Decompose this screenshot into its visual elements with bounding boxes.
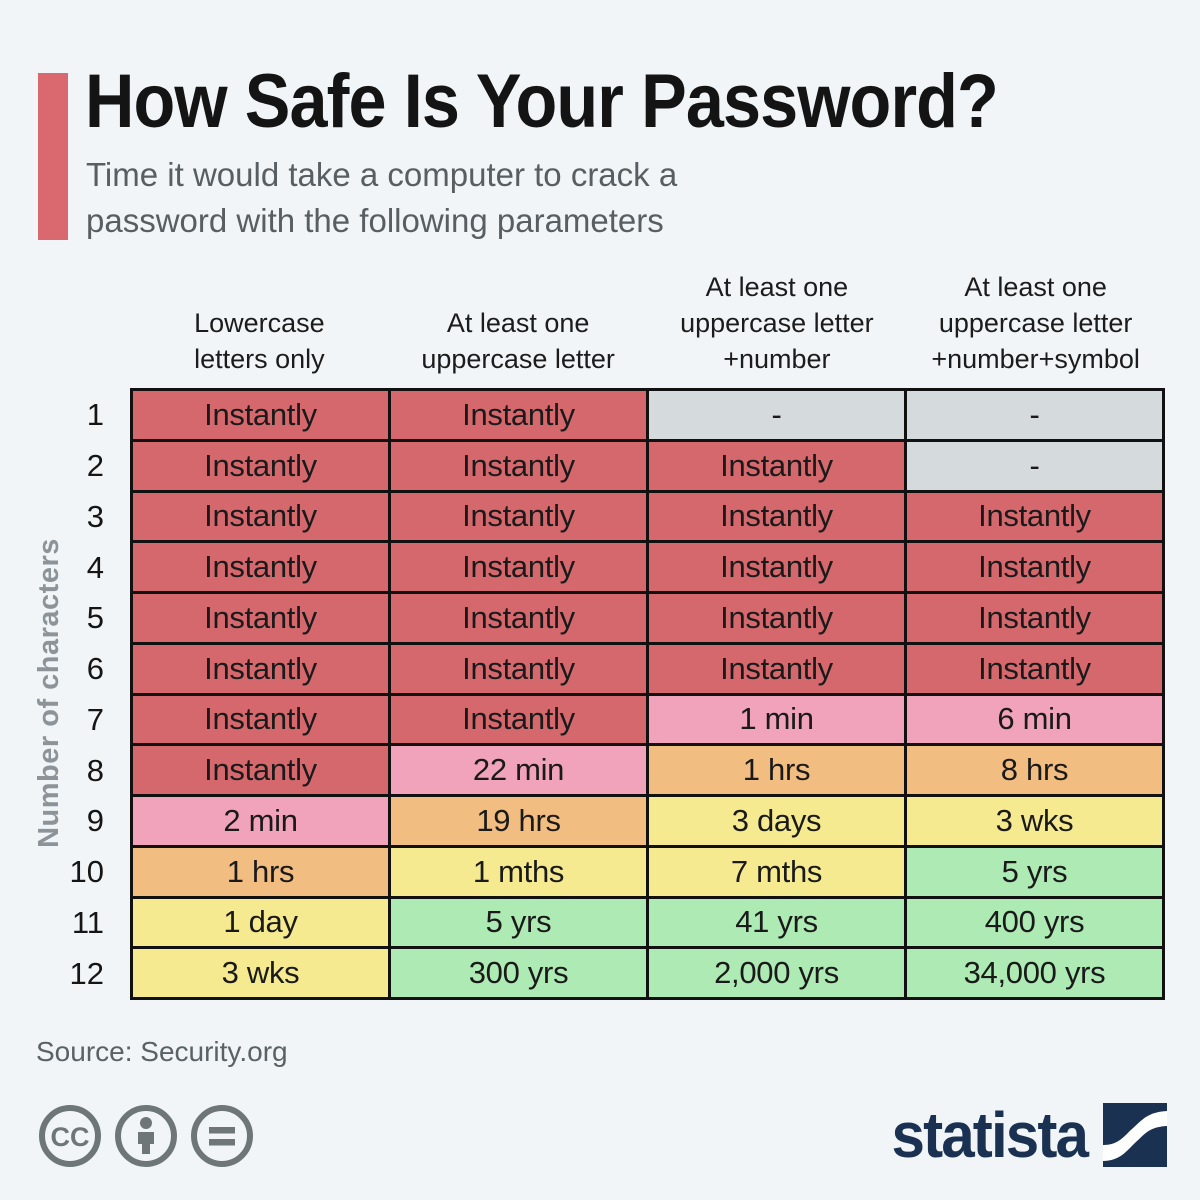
row-number-2: 2 bbox=[86, 448, 104, 484]
no-derivatives-icon bbox=[190, 1104, 254, 1168]
table-cell: 6 min bbox=[907, 695, 1162, 744]
cc-icon: CC bbox=[38, 1104, 102, 1168]
table-cell: 5 yrs bbox=[907, 847, 1162, 896]
table-cell: 8 hrs bbox=[907, 746, 1162, 794]
table-cell: 1 mths bbox=[391, 847, 646, 896]
table-cell: 3 wks bbox=[907, 797, 1162, 845]
row-number-7: 7 bbox=[86, 701, 104, 737]
table-cell: 400 yrs bbox=[907, 898, 1162, 947]
row-number-10: 10 bbox=[69, 854, 104, 890]
table-cell: Instantly bbox=[391, 441, 646, 490]
row-number-axis: 1 2 3 4 5 6 7 8 9 10 11 12 bbox=[0, 390, 118, 999]
table-cell: Instantly bbox=[649, 594, 904, 642]
column-header-2: At least one uppercase letter bbox=[421, 307, 615, 374]
table-cell: Instantly bbox=[391, 492, 646, 541]
row-number-12: 12 bbox=[69, 955, 104, 991]
row-number-4: 4 bbox=[86, 549, 104, 585]
table-cell: Instantly bbox=[133, 594, 388, 642]
crack-time-table: Instantly Instantly - - Instantly Instantly In… bbox=[130, 388, 1165, 1000]
table-cell: Instantly bbox=[133, 644, 388, 693]
row-number-8: 8 bbox=[86, 752, 104, 788]
table-cell: - bbox=[907, 441, 1162, 490]
table-cell: 41 yrs bbox=[649, 898, 904, 947]
table-cell: Instantly bbox=[391, 644, 646, 693]
y-axis-label: Number of characters bbox=[33, 538, 65, 848]
table-cell: 1 min bbox=[649, 695, 904, 744]
table-cell: Instantly bbox=[133, 746, 388, 794]
statista-logo-mark-icon bbox=[1103, 1103, 1167, 1167]
svg-text:CC: CC bbox=[51, 1122, 90, 1152]
column-header-1: Lowercase letters only bbox=[194, 307, 325, 374]
table-cell: Instantly bbox=[133, 391, 388, 439]
table-cell: Instantly bbox=[649, 441, 904, 490]
table-cell: Instantly bbox=[907, 594, 1162, 642]
table-cell: 19 hrs bbox=[391, 797, 646, 845]
statista-logo-text: statista bbox=[891, 1099, 1088, 1171]
table-cell: 34,000 yrs bbox=[907, 949, 1162, 997]
table-cell: Instantly bbox=[391, 695, 646, 744]
table-cell: 3 wks bbox=[133, 949, 388, 997]
table-cell: Instantly bbox=[649, 543, 904, 591]
table-cell: 1 hrs bbox=[649, 746, 904, 794]
table-cell: 2 min bbox=[133, 797, 388, 845]
table-cell: Instantly bbox=[649, 644, 904, 693]
table-cell: Instantly bbox=[391, 594, 646, 642]
table-cell: Instantly bbox=[907, 543, 1162, 591]
row-number-1: 1 bbox=[86, 397, 104, 433]
table-cell: 1 day bbox=[133, 898, 388, 947]
statista-logo: statista bbox=[879, 1098, 1167, 1172]
row-number-5: 5 bbox=[86, 600, 104, 636]
source-text: Source: Security.org bbox=[36, 1036, 288, 1067]
table-cell: Instantly bbox=[391, 391, 646, 439]
column-header-4: At least one uppercase letter +number+sy… bbox=[931, 272, 1140, 374]
table-cell: 7 mths bbox=[649, 847, 904, 896]
table-cell: 1 hrs bbox=[133, 847, 388, 896]
row-number-11: 11 bbox=[71, 904, 104, 940]
table-cell: Instantly bbox=[391, 543, 646, 591]
table-cell: 5 yrs bbox=[391, 898, 646, 947]
row-number-6: 6 bbox=[86, 651, 104, 687]
table-cell: 3 days bbox=[649, 797, 904, 845]
table-cell: Instantly bbox=[649, 492, 904, 541]
table-cell: Instantly bbox=[133, 695, 388, 744]
page-title-text: How Safe Is Your Password? bbox=[85, 59, 999, 144]
table-cell: 300 yrs bbox=[391, 949, 646, 997]
table-cell: - bbox=[907, 391, 1162, 439]
attribution-person-icon bbox=[114, 1104, 178, 1168]
title-accent-bar bbox=[38, 73, 68, 240]
table-cell: Instantly bbox=[907, 644, 1162, 693]
table-cell: 22 min bbox=[391, 746, 646, 794]
table-cell: Instantly bbox=[133, 543, 388, 591]
column-headers: Lowercase letters only At least one upper… bbox=[130, 270, 1165, 380]
table-cell: - bbox=[649, 391, 904, 439]
page-title: How Safe Is Your Password? bbox=[85, 58, 1099, 145]
table-cell: Instantly bbox=[133, 441, 388, 490]
column-header-3: At least one uppercase letter +number bbox=[680, 272, 874, 374]
table-cell: 2,000 yrs bbox=[649, 949, 904, 997]
table-cell: Instantly bbox=[133, 492, 388, 541]
page-subtitle: Time it would take a computer to crack a… bbox=[86, 156, 678, 240]
creative-commons-badges: CC bbox=[38, 1104, 254, 1168]
table-cell: Instantly bbox=[907, 492, 1162, 541]
row-number-3: 3 bbox=[86, 498, 104, 534]
row-number-9: 9 bbox=[86, 803, 104, 839]
